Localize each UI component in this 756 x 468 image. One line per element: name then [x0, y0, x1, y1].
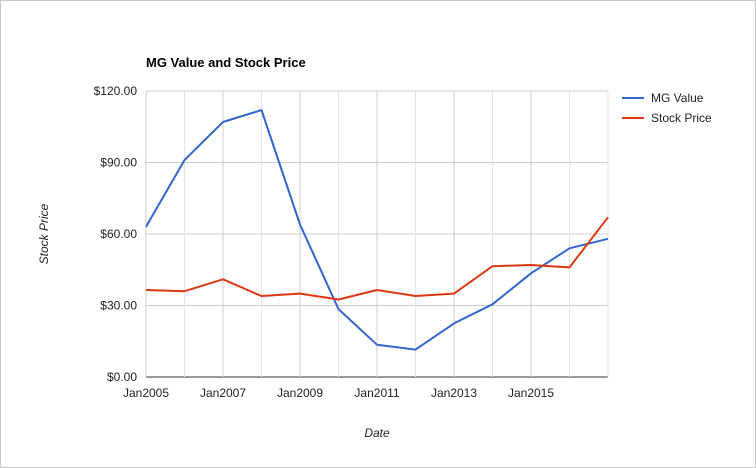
legend[interactable]: MG Value Stock Price: [622, 91, 712, 125]
series-line-stock-price: [145, 216, 609, 301]
x-tick-label: Jan2011: [354, 386, 399, 400]
x-tick-label: Jan2007: [200, 386, 246, 400]
series-lines: [145, 109, 609, 351]
y-axis-title: Stock Price: [37, 203, 51, 264]
x-tick-label: Jan2013: [431, 386, 477, 400]
legend-item-stock-price[interactable]: Stock Price: [622, 111, 712, 125]
y-tick-label: $30.00: [100, 299, 137, 313]
y-axis-ticks: $0.00 $30.00 $60.00 $90.00 $120.00: [94, 84, 138, 384]
chart-title: MG Value and Stock Price: [146, 55, 306, 70]
legend-label: Stock Price: [651, 111, 712, 125]
legend-item-mg-value[interactable]: MG Value: [622, 91, 704, 105]
y-tick-label: $90.00: [100, 156, 137, 170]
y-tick-label: $60.00: [100, 227, 137, 241]
series-line-mg-value: [145, 109, 609, 351]
x-tick-label: Jan2005: [123, 386, 169, 400]
x-tick-label: Jan2015: [508, 386, 554, 400]
legend-label: MG Value: [651, 91, 704, 105]
x-tick-label: Jan2009: [277, 386, 323, 400]
x-axis-title: Date: [364, 426, 390, 440]
y-tick-label: $0.00: [107, 370, 137, 384]
y-tick-label: $120.00: [94, 84, 138, 98]
x-axis-ticks: Jan2005 Jan2007 Jan2009 Jan2011 Jan2013 Jan20…: [123, 386, 554, 400]
gridlines: [145, 90, 609, 378]
